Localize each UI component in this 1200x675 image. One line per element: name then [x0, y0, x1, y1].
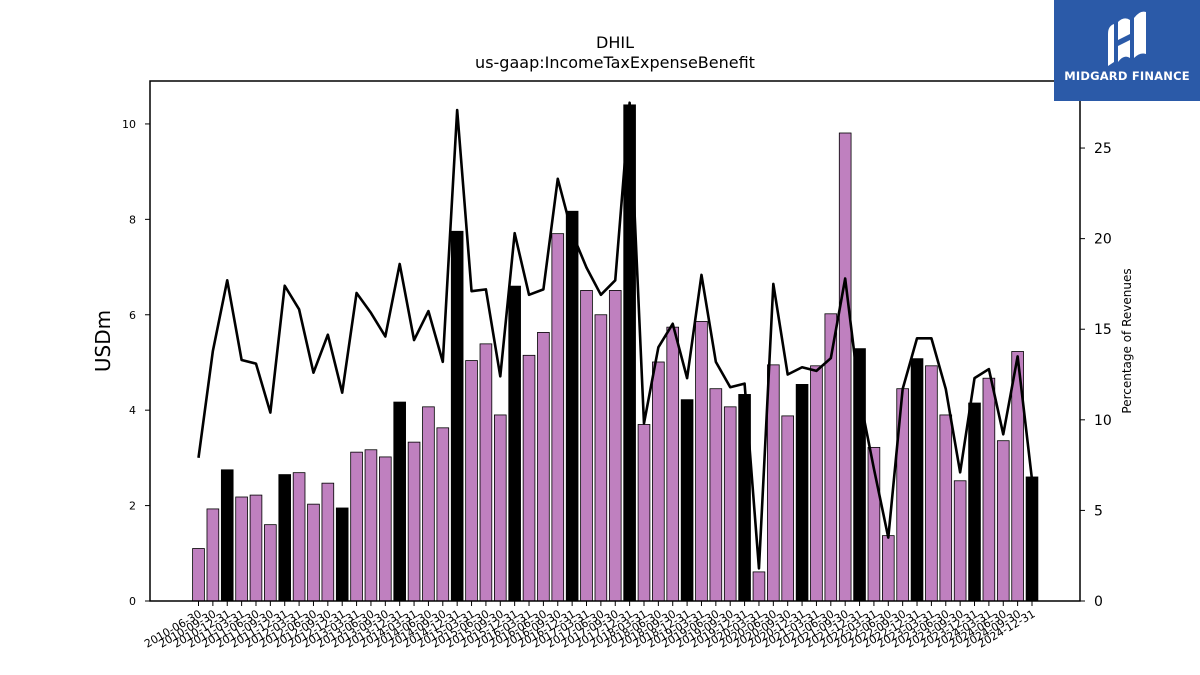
- bar-2014-03-31: [407, 441, 421, 602]
- bar-2012-03-31: [292, 472, 306, 602]
- bar-2011-12-31: [278, 474, 292, 602]
- bar-2015-06-30: [479, 343, 493, 602]
- x-axis: 2010-06-302010-09-302010-12-312011-03-31…: [142, 601, 1038, 651]
- bar-2021-03-31: [810, 365, 823, 602]
- bar-2023-03-31: [925, 365, 938, 602]
- bar-2011-06-30: [249, 494, 263, 602]
- y2-tick-label: 25: [1094, 141, 1112, 157]
- bar-2012-12-31: [335, 507, 349, 602]
- bar-2017-06-30: [594, 314, 608, 602]
- bar-2013-03-31: [350, 451, 363, 602]
- bar-2015-03-31: [465, 360, 478, 602]
- chart-subtitle: us-gaap:IncomeTaxExpenseBenefit: [475, 53, 755, 72]
- bar-2010-06-30: [192, 548, 205, 602]
- y2-tick-label: 15: [1094, 322, 1112, 338]
- bar-2012-09-30: [321, 482, 335, 602]
- bar-2019-06-30: [709, 388, 723, 602]
- bar-2020-09-30: [781, 415, 794, 602]
- bar-2023-12-31: [968, 402, 981, 602]
- brand-logo: MIDGARD FINANCE: [1054, 0, 1200, 101]
- bar-2014-12-31: [450, 230, 464, 602]
- bar-2015-09-30: [493, 414, 507, 602]
- bar-2020-03-31: [752, 571, 766, 602]
- bar-2020-12-31: [795, 384, 809, 602]
- bar-2017-03-31: [580, 290, 593, 602]
- bar-2024-03-31: [982, 377, 996, 602]
- line-layer: [197, 101, 1034, 570]
- bar-2012-06-30: [307, 503, 320, 602]
- brand-name: MIDGARD FINANCE: [1064, 69, 1190, 83]
- bar-2013-06-30: [364, 449, 378, 602]
- bar-2023-06-30: [939, 414, 953, 602]
- y-tick-label: 8: [129, 213, 136, 226]
- bar-2022-06-30: [882, 535, 895, 602]
- right-axis: 0 5 10 15 20 25: [1080, 141, 1112, 610]
- bar-2018-12-31: [680, 399, 694, 602]
- y-tick-label: 0: [129, 595, 136, 608]
- bar-2018-06-30: [652, 361, 665, 602]
- y2-axis-label: Percentage of Revenues: [1120, 268, 1134, 413]
- revenue-percentage-line: [197, 101, 1034, 570]
- y2-tick-label: 10: [1094, 413, 1112, 429]
- y-tick-label: 2: [129, 500, 136, 513]
- y2-tick-label: 20: [1094, 232, 1112, 248]
- bar-2011-03-31: [235, 496, 248, 602]
- bar-2016-12-31: [565, 210, 579, 602]
- bar-2022-12-31: [910, 358, 924, 602]
- y2-tick-label: 5: [1094, 503, 1103, 519]
- y2-tick-label: 0: [1094, 594, 1103, 610]
- bar-2018-03-31: [637, 424, 651, 602]
- left-axis: 0 2 4 6 8 10: [122, 118, 150, 608]
- bar-2014-06-30: [422, 406, 435, 602]
- bar-2016-03-31: [522, 354, 536, 602]
- y-tick-label: 6: [129, 309, 136, 322]
- chart-title: DHIL: [596, 33, 634, 52]
- bar-2014-09-30: [436, 427, 450, 602]
- bar-2019-09-30: [723, 406, 737, 602]
- bar-2016-06-30: [537, 332, 550, 602]
- bar-2013-12-31: [393, 401, 406, 602]
- bar-2021-09-30: [838, 132, 852, 602]
- bar-2010-09-30: [206, 508, 220, 602]
- bar-2019-03-31: [695, 321, 708, 602]
- bar-2015-12-31: [508, 285, 521, 602]
- bar-2016-09-30: [551, 233, 565, 602]
- y-axis-label: USDm: [91, 310, 115, 372]
- bar-2024-12-31: [1025, 476, 1039, 602]
- y-tick-label: 4: [129, 404, 136, 417]
- bar-2017-09-30: [608, 290, 622, 602]
- bar-2010-12-31: [220, 469, 234, 602]
- bar-2018-09-30: [666, 326, 680, 602]
- bar-2024-06-30: [996, 440, 1010, 602]
- y-tick-label: 10: [122, 118, 136, 131]
- midgard-logo-icon: [1108, 11, 1146, 66]
- bar-2023-09-30: [953, 480, 967, 602]
- bars-layer: [192, 104, 1039, 602]
- bar-2013-09-30: [379, 456, 392, 602]
- bar-2011-09-30: [264, 524, 277, 602]
- bar-2020-06-30: [767, 364, 780, 602]
